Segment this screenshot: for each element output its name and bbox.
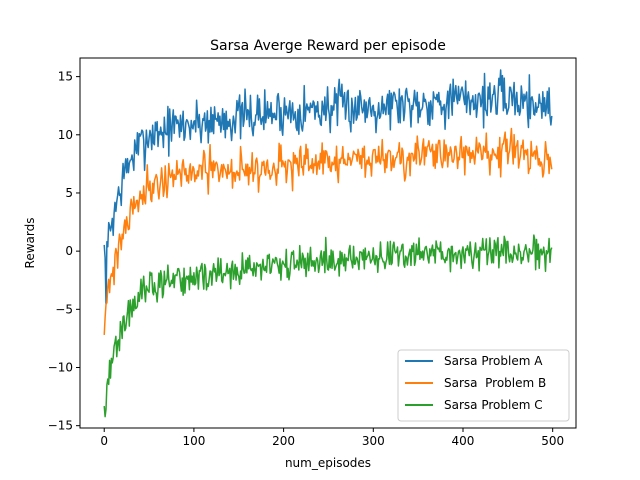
x-tick-label: 500: [541, 434, 564, 448]
y-tick-label: −10: [48, 360, 73, 374]
legend-label-c: Sarsa Problem C: [444, 398, 543, 412]
y-tick-label: −15: [48, 419, 73, 433]
x-tick-label: 400: [452, 434, 475, 448]
y-axis-label: Rewards: [23, 218, 37, 269]
legend-box: [397, 349, 570, 422]
chart-title: Sarsa Averge Reward per episode: [210, 38, 446, 54]
y-tick-label: −5: [55, 302, 73, 316]
x-tick-label: 100: [182, 434, 205, 448]
x-axis-ticks: 0 100 200 300 400 500: [100, 428, 564, 448]
x-axis-label: num_episodes: [285, 456, 371, 470]
axes-frame: [79, 57, 577, 429]
legend: Sarsa Problem A Sarsa Problem B Sarsa Prob…: [397, 349, 570, 422]
plot-lines: [103, 69, 553, 418]
legend-label-b: Sarsa Problem B: [444, 376, 546, 390]
series-line-c: [103, 234, 553, 418]
y-tick-label: 15: [58, 70, 73, 84]
y-tick-label: 5: [65, 186, 73, 200]
series-line-a: [103, 69, 553, 305]
y-axis-ticks: −15 −10 −5 0 5 10 15: [48, 70, 80, 433]
plot-frame: [79, 57, 577, 429]
x-tick-label: 300: [362, 434, 385, 448]
legend-label-a: Sarsa Problem A: [444, 354, 543, 368]
series-line-b: [103, 127, 553, 335]
y-tick-label: 10: [58, 128, 73, 142]
y-tick-label: 0: [65, 244, 73, 258]
x-tick-label: 200: [272, 434, 295, 448]
x-tick-label: 0: [100, 434, 108, 448]
